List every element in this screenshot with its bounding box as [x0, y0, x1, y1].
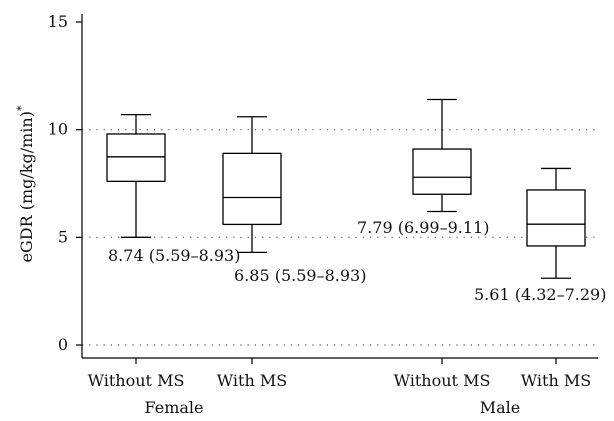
box-2: [222, 116, 282, 254]
y-tick-label: 15: [48, 12, 68, 31]
axes: [81, 14, 598, 359]
y-tick-label: 5: [58, 227, 68, 246]
category-label: Without MS: [88, 371, 185, 390]
iqr-box: [222, 152, 282, 226]
box-1: [106, 113, 166, 238]
category-label: With MS: [521, 371, 591, 390]
y-tick-label: 0: [58, 335, 68, 354]
category-label: Without MS: [394, 371, 491, 390]
group-label: Male: [480, 398, 521, 417]
y-tick-label: 10: [48, 120, 68, 139]
iqr-box: [412, 148, 472, 195]
y-ticks: 0 5 10 15: [48, 12, 82, 354]
group-label: Female: [145, 398, 204, 417]
box-annotation: 5.61 (4.32–7.29): [474, 285, 606, 304]
box-annotation: 7.79 (6.99–9.11): [357, 218, 489, 237]
box-4: [526, 167, 586, 279]
box-annotation: 8.74 (5.59–8.93): [108, 246, 240, 265]
box-annotation: 6.85 (5.59–8.93): [234, 266, 366, 285]
iqr-box: [526, 189, 586, 247]
iqr-box: [106, 133, 166, 182]
box-3: [412, 98, 472, 213]
labels: 8.74 (5.59–8.93) Without MS 6.85 (5.59–8.9…: [88, 218, 607, 417]
category-label: With MS: [217, 371, 287, 390]
y-axis-label-superscript: *: [15, 105, 28, 111]
y-axis-label: eGDR (mg/kg/min)*: [15, 105, 36, 262]
y-axis-label-text: eGDR (mg/kg/min): [17, 111, 36, 262]
boxes: [106, 98, 586, 279]
